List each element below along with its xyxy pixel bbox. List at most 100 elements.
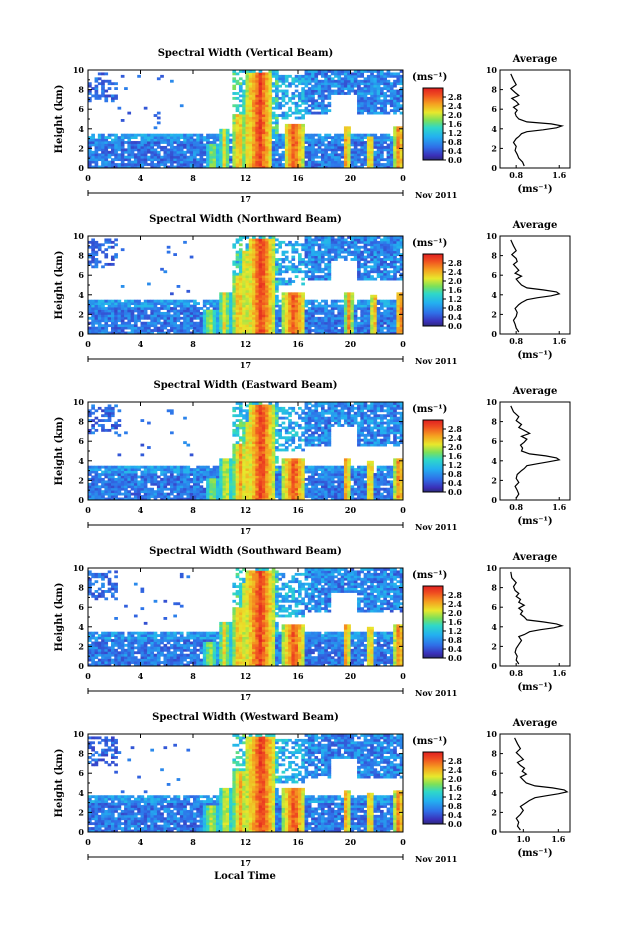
profile-y-tick: 0	[491, 495, 497, 505]
profile-y-tick: 6	[491, 602, 497, 612]
y-tick-label: 6	[78, 768, 84, 778]
profile-y-tick: 2	[491, 143, 497, 153]
profile-frame	[499, 235, 571, 335]
colorbar	[422, 751, 444, 825]
colorbar-tick: 2.8	[448, 92, 462, 102]
profile-y-tick: 10	[486, 65, 498, 75]
x-tick-label: 20	[345, 339, 357, 349]
x-tick-label: 16	[292, 505, 304, 515]
colorbar-tick: 0.4	[448, 146, 462, 156]
x-tick-label: 16	[292, 837, 304, 847]
y-axis-label: Height (km)	[54, 749, 65, 818]
colorbar-label: (ms⁻¹)	[412, 570, 447, 581]
colorbar-tick: 1.6	[448, 617, 462, 627]
profile-title: Average	[512, 386, 558, 397]
y-tick-label: 0	[78, 329, 84, 339]
x-tick-label: 8	[190, 505, 196, 515]
panel-4: Spectral Width (Southward Beam) 0 2 4 6 8 10 He…	[54, 546, 571, 702]
y-tick-label: 2	[78, 641, 84, 651]
y-tick-label: 10	[73, 397, 85, 407]
colorbar-tick: 0.0	[448, 487, 462, 497]
profile-y-tick: 8	[491, 85, 497, 95]
y-tick-label: 2	[78, 807, 84, 817]
day-label: 17	[240, 692, 251, 702]
y-tick-label: 10	[73, 231, 85, 241]
y-tick-label: 6	[78, 270, 84, 280]
colorbar-tick: 0.0	[448, 321, 462, 331]
y-tick-label: 2	[78, 143, 84, 153]
colorbar-tick: 2.8	[448, 258, 462, 268]
x-tick-label: 0	[400, 505, 406, 515]
x-tick-label: 0	[400, 339, 406, 349]
profile-x-tick: 1.6	[551, 834, 565, 844]
colorbar-tick: 0.0	[448, 653, 462, 663]
panel-3: Spectral Width (Eastward Beam) 0 2 4 6 8 10 Hei…	[54, 380, 571, 536]
profile-y-tick: 10	[486, 231, 498, 241]
x-tick-label: 20	[345, 671, 357, 681]
colorbar-tick: 2.0	[448, 110, 462, 120]
colorbar-tick: 2.4	[448, 599, 462, 609]
profile-line	[509, 73, 565, 167]
profile-y-tick: 4	[491, 622, 497, 632]
profile-x-tick: 1.6	[552, 336, 566, 346]
colorbar-tick: 2.8	[448, 590, 462, 600]
profile-y-tick: 4	[491, 788, 497, 798]
x-tick-label: 12	[240, 837, 251, 847]
x-tick-label: 8	[190, 671, 196, 681]
profile-title: Average	[512, 552, 558, 563]
colorbar	[422, 253, 444, 327]
profile-y-tick: 4	[491, 290, 497, 300]
colorbar	[422, 87, 444, 161]
profile-x-tick: 0.8	[509, 502, 523, 512]
y-tick-label: 2	[78, 309, 84, 319]
colorbar-tick: 0.4	[448, 644, 462, 654]
date-label: Nov 2011	[415, 356, 457, 366]
x-tick-label: 8	[190, 173, 196, 183]
y-tick-label: 8	[78, 583, 84, 593]
colorbar-tick: 1.6	[448, 285, 462, 295]
day-label: 17	[240, 194, 251, 204]
x-tick-label: 12	[240, 339, 251, 349]
profile-y-tick: 0	[491, 827, 497, 837]
y-tick-label: 4	[78, 622, 84, 632]
day-label: 17	[240, 526, 251, 536]
profile-y-tick: 4	[491, 124, 497, 134]
y-tick-label: 8	[78, 417, 84, 427]
profile-y-tick: 6	[491, 436, 497, 446]
colorbar-tick: 0.4	[448, 478, 462, 488]
day-label: 17	[240, 360, 251, 370]
profile-title: Average	[512, 220, 558, 231]
colorbar-tick: 1.2	[448, 626, 462, 636]
colorbar-tick: 1.6	[448, 451, 462, 461]
colorbar-tick: 1.6	[448, 783, 462, 793]
heatmap	[88, 70, 404, 169]
x-tick-label: 8	[190, 339, 196, 349]
colorbar	[422, 585, 444, 659]
x-tick-label: 0	[85, 505, 91, 515]
profile-line	[510, 239, 561, 333]
profile-y-tick: 2	[491, 475, 497, 485]
profile-y-tick: 10	[486, 563, 498, 573]
y-tick-label: 6	[78, 104, 84, 114]
y-tick-label: 4	[78, 124, 84, 134]
colorbar-tick: 1.2	[448, 792, 462, 802]
profile-y-tick: 8	[491, 583, 497, 593]
colorbar-tick: 2.4	[448, 101, 462, 111]
colorbar-tick: 1.6	[448, 119, 462, 129]
colorbar-tick: 1.2	[448, 128, 462, 138]
profile-y-tick: 2	[491, 641, 497, 651]
profile-y-tick: 0	[491, 163, 497, 173]
profile-line	[510, 571, 564, 665]
y-tick-label: 4	[78, 788, 84, 798]
profile-frame	[499, 733, 571, 833]
y-tick-label: 10	[73, 563, 85, 573]
profile-x-label: (ms⁻¹)	[517, 848, 552, 859]
colorbar-tick: 1.2	[448, 460, 462, 470]
colorbar-tick: 0.0	[448, 155, 462, 165]
colorbar-label: (ms⁻¹)	[412, 736, 447, 747]
x-tick-label: 20	[345, 505, 357, 515]
panel-5: Spectral Width (Westward Beam) 0 2 4 6 8 10 Hei…	[54, 712, 571, 868]
colorbar-tick: 2.4	[448, 267, 462, 277]
y-tick-label: 10	[73, 729, 85, 739]
colorbar-tick: 0.4	[448, 810, 462, 820]
